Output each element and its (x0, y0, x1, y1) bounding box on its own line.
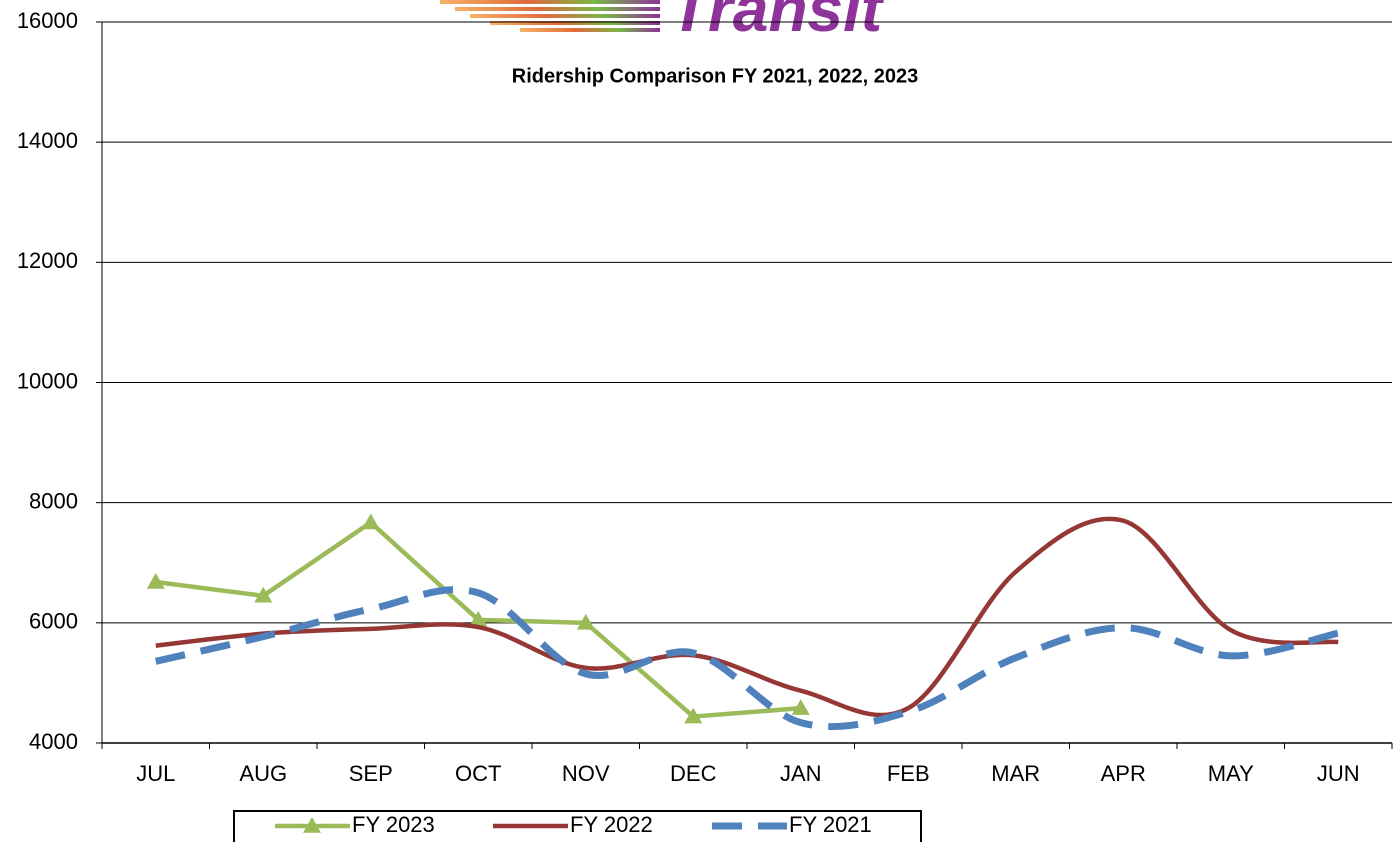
series-line (154, 586, 1340, 731)
y-tick-label: 8000 (29, 488, 78, 513)
x-tick-label: JUL (136, 761, 175, 786)
y-tick-label: 12000 (17, 248, 78, 273)
legend-marker (303, 817, 321, 833)
y-tick-label: 10000 (17, 368, 78, 393)
y-tick-label: 16000 (17, 8, 78, 33)
x-tick-label: OCT (455, 761, 501, 786)
logo-stripes (440, 0, 660, 32)
marker (146, 572, 165, 589)
chart-title: Ridership Comparison FY 2021, 2022, 2023 (512, 65, 918, 87)
x-tick-label: JAN (780, 761, 822, 786)
y-tick-label: 6000 (29, 609, 78, 634)
marker (361, 513, 380, 530)
marker (684, 707, 703, 724)
marker (791, 699, 810, 715)
marker (254, 586, 273, 603)
marker (469, 610, 488, 627)
x-tick-label: AUG (239, 761, 287, 786)
x-tick-label: NOV (562, 761, 610, 786)
x-tick-label: JUN (1317, 761, 1360, 786)
x-tick-label: SEP (349, 761, 393, 786)
x-tick-label: MAR (991, 761, 1040, 786)
legend-label: FY 2023 (352, 812, 435, 837)
legend-box (233, 810, 922, 842)
legend-label: FY 2022 (570, 812, 653, 837)
y-tick-label: 14000 (17, 128, 78, 153)
series-line (155, 516, 1339, 718)
legend-label: FY 2021 (789, 812, 872, 837)
x-tick-label: APR (1101, 761, 1146, 786)
y-tick-label: 4000 (29, 729, 78, 754)
x-tick-label: FEB (887, 761, 930, 786)
x-tick-label: MAY (1208, 761, 1254, 786)
x-tick-label: DEC (670, 761, 717, 786)
marker (576, 613, 595, 630)
